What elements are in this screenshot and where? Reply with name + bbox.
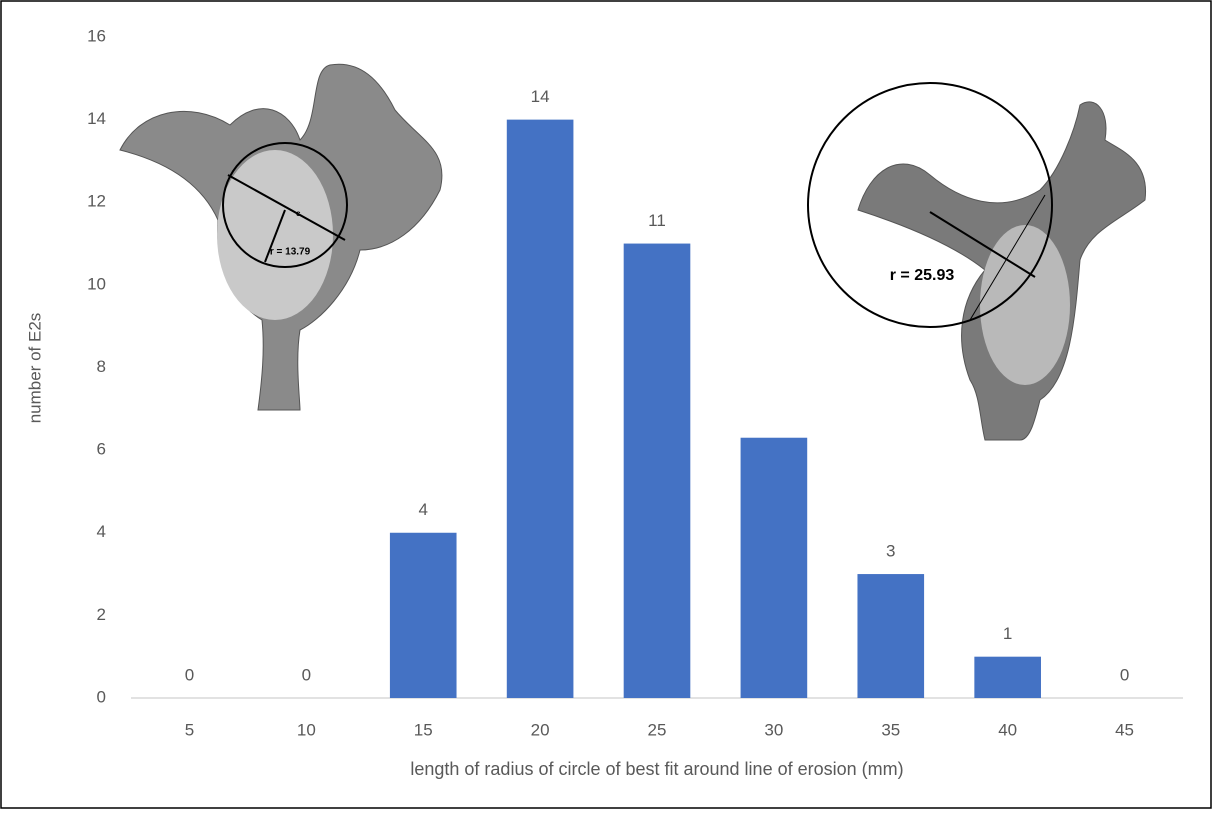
inset-image-right: r = 25.93 <box>807 82 1146 441</box>
y-tick-label: 6 <box>97 440 106 459</box>
x-tick-label: 5 <box>185 720 194 739</box>
data-label: 0 <box>1120 665 1129 684</box>
x-tick-label: 35 <box>881 720 900 739</box>
data-label: 11 <box>648 211 666 230</box>
bar <box>506 119 574 698</box>
data-label: 3 <box>886 542 895 561</box>
annotation: r = 25.93 <box>890 267 955 284</box>
x-tick-label: 25 <box>648 720 667 739</box>
x-axis-title: length of radius of circle of best fit a… <box>410 759 903 779</box>
y-tick-label: 12 <box>87 192 106 211</box>
x-tick-label: 20 <box>531 720 550 739</box>
annotation: c <box>296 209 301 218</box>
y-tick-label: 0 <box>97 687 106 706</box>
y-tick-label: 10 <box>87 274 106 293</box>
data-label: 0 <box>302 665 311 684</box>
y-tick-label: 4 <box>97 522 106 541</box>
x-tick-label: 30 <box>764 720 783 739</box>
bar <box>857 574 925 698</box>
data-label: 0 <box>185 665 194 684</box>
data-label: 4 <box>418 500 427 519</box>
y-tick-label: 2 <box>97 605 106 624</box>
x-tick-label: 45 <box>1115 720 1134 739</box>
y-tick-label: 16 <box>87 26 106 45</box>
y-axis-title: number of E2s <box>25 313 44 424</box>
x-tick-label: 10 <box>297 720 316 739</box>
bar <box>740 437 808 698</box>
data-label: 1 <box>1003 624 1012 643</box>
data-label: 14 <box>531 87 550 106</box>
x-tick-label: 40 <box>998 720 1017 739</box>
bar <box>389 532 457 698</box>
y-tick-label: 8 <box>97 357 106 376</box>
x-tick-label: 15 <box>414 720 433 739</box>
inset-image-left: c r = 13.79 <box>119 63 443 411</box>
y-tick-label: 14 <box>87 109 106 128</box>
bar <box>974 656 1041 698</box>
annotation: r = 13.79 <box>270 247 311 258</box>
bar <box>623 243 691 698</box>
